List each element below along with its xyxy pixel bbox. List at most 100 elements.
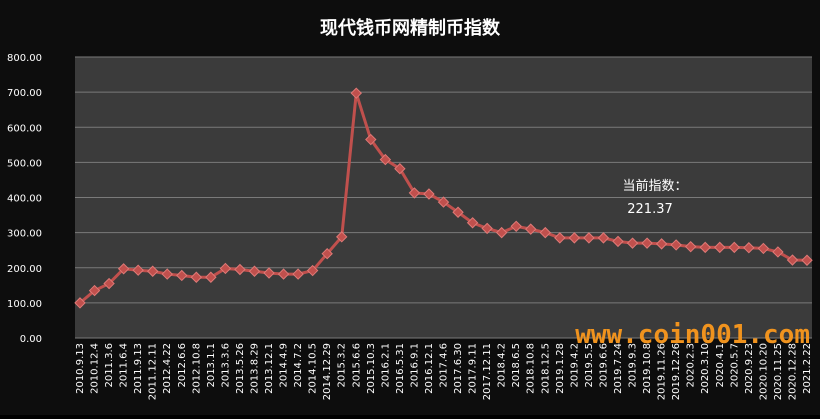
x-tick-label: 2019.10.8 — [642, 343, 653, 394]
data-marker — [583, 232, 595, 244]
x-tick-label: 2015.3.2 — [337, 343, 348, 388]
data-marker — [379, 153, 392, 166]
x-tick-label: 2019.1.28 — [555, 343, 566, 394]
x-tick-label: 2015.6.6 — [351, 343, 362, 388]
data-marker — [103, 277, 115, 290]
annotation-label: 当前指数： — [622, 178, 687, 194]
watermark: www.coin001.com — [575, 320, 810, 350]
x-tick-label: 2012.4.22 — [162, 343, 173, 394]
y-tick-label: 800.00 — [7, 53, 42, 64]
y-tick-label: 700.00 — [7, 88, 42, 99]
y-tick-label: 0.00 — [20, 334, 42, 345]
data-marker — [117, 263, 130, 275]
x-tick-label: 2017.12.11 — [482, 343, 493, 400]
x-tick-label: 2017.9.11 — [468, 343, 479, 394]
data-marker — [481, 222, 493, 235]
data-marker — [699, 241, 711, 254]
x-tick-label: 2016.5.31 — [395, 343, 406, 394]
data-marker — [539, 226, 551, 239]
data-marker — [277, 268, 290, 280]
x-tick-label: 2011.12.11 — [148, 343, 159, 400]
x-tick-label: 2013.1.1 — [206, 343, 217, 388]
y-tick-label: 100.00 — [7, 299, 42, 310]
x-tick-label: 2019.5.5 — [584, 343, 595, 388]
x-tick-label: 2016.9.1 — [409, 343, 420, 388]
data-marker — [670, 239, 682, 251]
data-marker — [248, 265, 261, 277]
x-tick-label: 2019.9.3 — [628, 343, 639, 388]
data-marker — [641, 237, 653, 249]
x-tick-label: 2017.4.6 — [439, 343, 450, 388]
data-marker — [612, 235, 624, 248]
data-marker — [452, 206, 464, 218]
data-marker — [365, 133, 377, 146]
data-marker — [757, 242, 770, 255]
x-tick-label: 2013.8.29 — [249, 343, 260, 394]
x-tick-label: 2010.12.4 — [90, 343, 101, 394]
x-tick-label: 2021.2.22 — [802, 343, 813, 394]
x-tick-label: 2020.11.25 — [773, 343, 784, 400]
x-tick-label: 2010.9.13 — [75, 343, 86, 394]
data-marker — [655, 238, 668, 250]
x-tick-label: 2020.4.1 — [715, 343, 726, 388]
x-tick-label: 2020.3.10 — [700, 343, 711, 394]
data-marker — [801, 254, 813, 266]
data-marker — [495, 226, 508, 239]
data-marker — [743, 242, 755, 254]
data-marker — [161, 268, 173, 280]
x-tick-label: 2019.12.26 — [671, 343, 682, 400]
data-marker — [525, 223, 537, 235]
data-marker — [263, 267, 275, 279]
data-marker — [190, 271, 203, 283]
data-marker — [336, 231, 348, 243]
data-marker — [728, 241, 741, 254]
data-marker — [219, 262, 232, 275]
data-marker — [786, 254, 799, 266]
chart-title: 现代钱币网精制币指数 — [320, 17, 501, 39]
x-tick-label: 2013.5.26 — [235, 343, 246, 394]
data-marker — [205, 271, 217, 283]
annotation-value: 221.37 — [627, 202, 673, 217]
y-tick-label: 600.00 — [7, 123, 42, 134]
x-tick-label: 2011.6.4 — [119, 343, 130, 388]
data-marker — [626, 237, 639, 249]
data-marker — [176, 269, 188, 282]
x-tick-label: 2018.12.5 — [540, 343, 551, 394]
x-tick-label: 2019.4.2 — [569, 343, 580, 388]
data-marker — [394, 162, 406, 175]
data-marker — [321, 247, 333, 260]
y-tick-label: 400.00 — [7, 194, 42, 205]
x-tick-label: 2020.9.23 — [744, 343, 755, 394]
x-tick-label: 2018.4.2 — [497, 343, 508, 388]
x-tick-label: 2013.3.6 — [220, 343, 231, 388]
data-marker — [74, 297, 86, 309]
data-marker — [554, 232, 566, 244]
data-marker — [306, 264, 319, 277]
x-tick-label: 2018.10.8 — [526, 343, 537, 394]
x-tick-label: 2016.12.1 — [424, 343, 435, 394]
x-tick-label: 2018.6.5 — [511, 343, 522, 388]
data-marker — [510, 220, 522, 233]
x-tick-label: 2013.12.1 — [264, 343, 275, 394]
x-tick-label: 2020.2.3 — [686, 343, 697, 388]
x-tick-label: 2014.10.5 — [308, 343, 319, 394]
x-tick-label: 2011.3.6 — [104, 343, 115, 388]
data-marker — [408, 187, 421, 199]
x-tick-label: 2019.7.24 — [613, 343, 624, 394]
x-tick-label: 2012.6.6 — [177, 343, 188, 388]
y-tick-label: 500.00 — [7, 158, 42, 169]
x-tick-label: 2019.6.6 — [598, 343, 609, 388]
x-tick-label: 2020.5.7 — [729, 343, 740, 388]
data-marker — [597, 232, 610, 244]
x-tick-label: 2019.11.26 — [657, 343, 668, 400]
x-tick-label: 2020.10.20 — [758, 343, 769, 400]
x-tick-label: 2015.10.3 — [366, 343, 377, 394]
data-marker — [88, 284, 101, 297]
x-tick-label: 2016.2.1 — [380, 343, 391, 388]
data-marker — [714, 241, 726, 254]
data-marker — [684, 240, 697, 253]
data-marker — [466, 217, 479, 229]
data-marker — [132, 264, 144, 276]
x-tick-label: 2014.12.29 — [322, 343, 333, 400]
